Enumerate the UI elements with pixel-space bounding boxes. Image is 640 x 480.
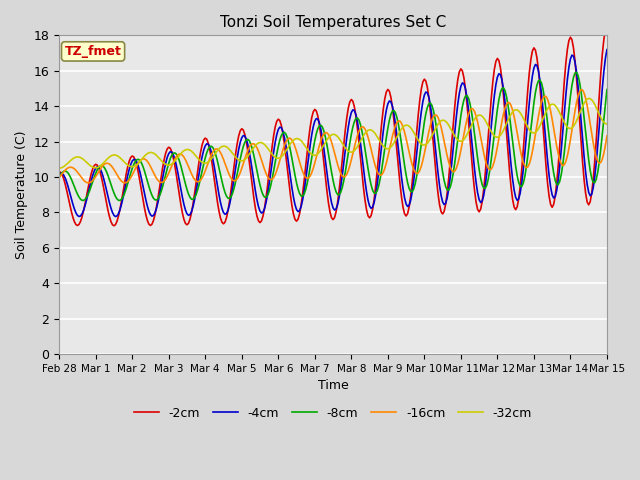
Line: -32cm: -32cm [59, 98, 607, 168]
-16cm [70, 166, 78, 172]
Line: -16cm: -16cm [59, 90, 607, 183]
Text: TZ_fmet: TZ_fmet [65, 45, 122, 58]
-16cm [603, 133, 611, 139]
-16cm [577, 87, 585, 93]
-32cm [55, 165, 63, 171]
-4cm [111, 214, 119, 219]
-4cm [538, 91, 545, 96]
Line: -2cm: -2cm [59, 26, 607, 226]
X-axis label: Time: Time [317, 379, 348, 392]
-2cm [603, 24, 611, 29]
-32cm [603, 121, 611, 127]
-2cm [538, 103, 545, 108]
-16cm [159, 180, 166, 185]
-8cm [55, 175, 63, 180]
-16cm [55, 175, 63, 180]
-16cm [399, 124, 407, 130]
-16cm [387, 140, 395, 146]
-2cm [70, 219, 78, 225]
-4cm [55, 172, 63, 178]
-8cm [159, 184, 166, 190]
-2cm [55, 169, 63, 175]
-2cm [110, 223, 118, 228]
-8cm [538, 80, 545, 86]
-16cm [121, 180, 129, 186]
-4cm [70, 206, 78, 212]
-2cm [159, 165, 166, 171]
-16cm [369, 153, 376, 158]
-32cm [70, 155, 78, 161]
-8cm [70, 184, 78, 190]
-2cm [399, 204, 407, 210]
-8cm [573, 70, 580, 75]
-8cm [603, 87, 611, 93]
-32cm [585, 96, 593, 101]
-4cm [603, 47, 611, 52]
-8cm [79, 198, 87, 204]
-4cm [387, 99, 395, 105]
-32cm [385, 145, 393, 151]
-32cm [536, 123, 544, 129]
-8cm [399, 152, 407, 157]
Title: Tonzi Soil Temperatures Set C: Tonzi Soil Temperatures Set C [220, 15, 446, 30]
Line: -4cm: -4cm [59, 49, 607, 216]
-2cm [387, 94, 395, 100]
-32cm [157, 157, 165, 163]
-4cm [159, 175, 166, 181]
-8cm [387, 111, 395, 117]
-8cm [369, 187, 376, 193]
-2cm [369, 206, 376, 212]
-32cm [367, 127, 375, 133]
Y-axis label: Soil Temperature (C): Soil Temperature (C) [15, 131, 28, 259]
-16cm [538, 99, 545, 105]
-4cm [369, 204, 376, 210]
-4cm [399, 186, 407, 192]
Line: -8cm: -8cm [59, 72, 607, 201]
-32cm [397, 126, 405, 132]
Legend: -2cm, -4cm, -8cm, -16cm, -32cm: -2cm, -4cm, -8cm, -16cm, -32cm [129, 402, 537, 425]
